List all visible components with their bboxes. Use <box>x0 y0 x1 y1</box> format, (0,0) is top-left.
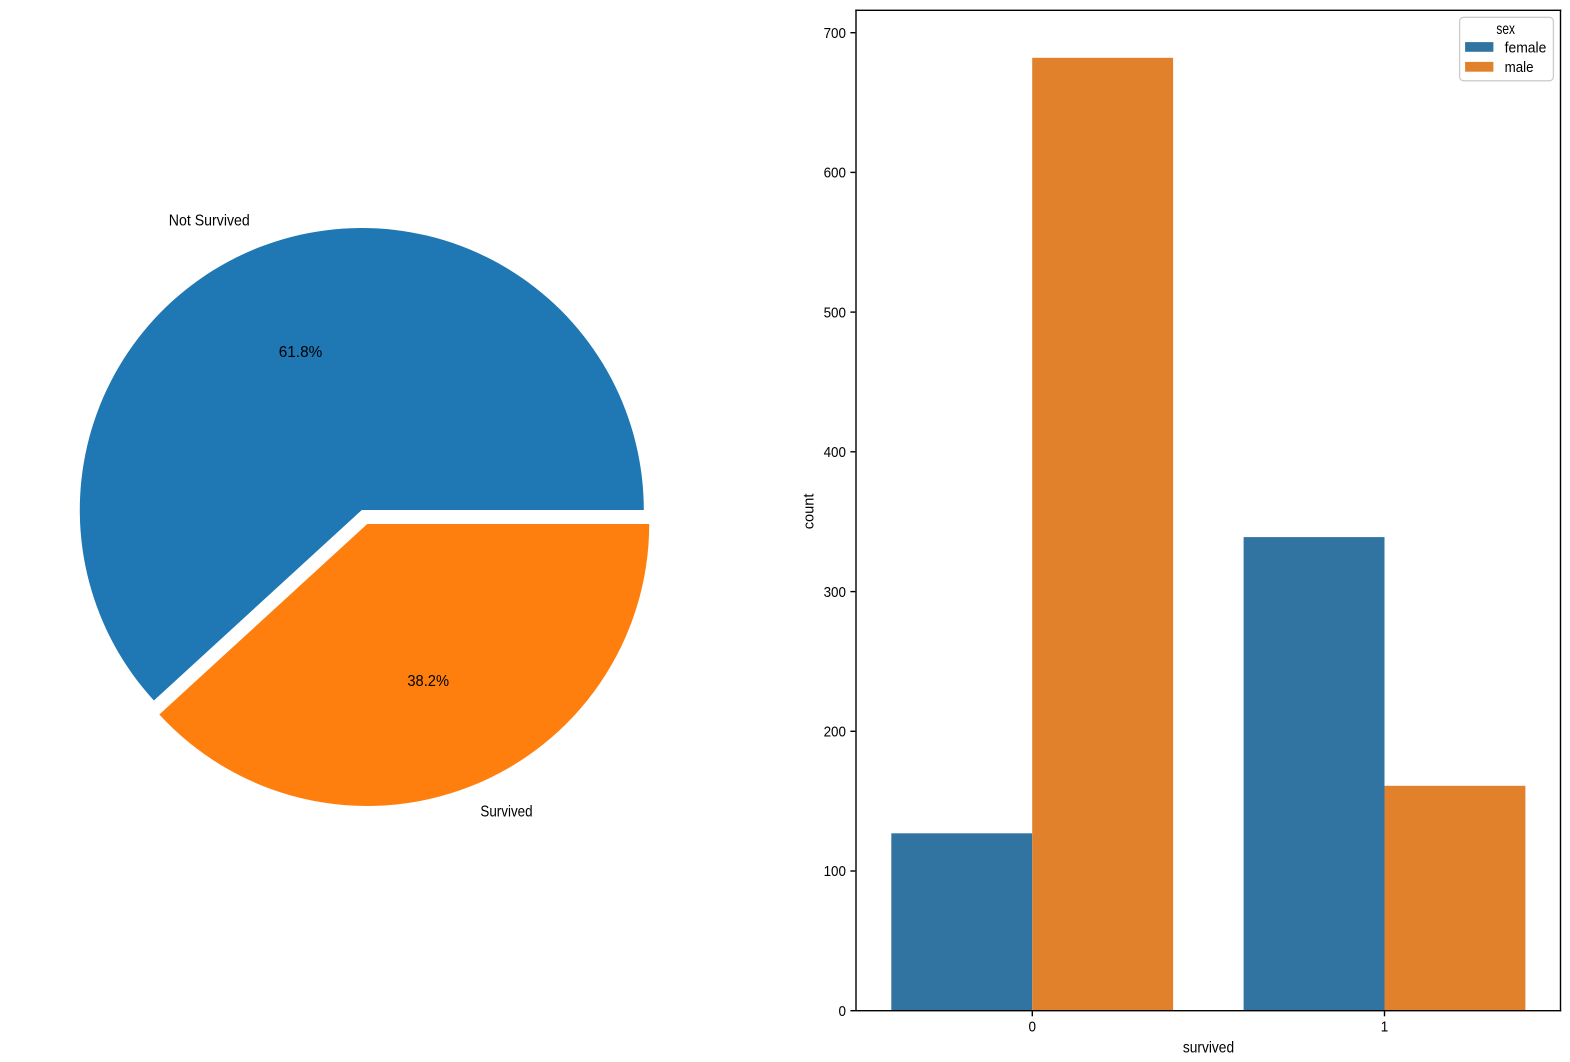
svg-text:100: 100 <box>824 863 846 880</box>
svg-text:61.8%: 61.8% <box>279 344 323 361</box>
svg-text:count: count <box>801 493 818 530</box>
svg-text:Survived: Survived <box>480 804 532 821</box>
svg-text:38.2%: 38.2% <box>407 673 449 690</box>
svg-text:500: 500 <box>824 304 846 321</box>
svg-text:300: 300 <box>824 584 846 601</box>
svg-text:1: 1 <box>1381 1018 1389 1035</box>
svg-text:female: female <box>1505 39 1547 56</box>
svg-text:700: 700 <box>824 25 846 42</box>
svg-text:male: male <box>1505 59 1534 76</box>
svg-text:400: 400 <box>824 444 846 461</box>
svg-text:600: 600 <box>824 165 846 182</box>
svg-text:0: 0 <box>839 1003 847 1020</box>
svg-text:sex: sex <box>1496 21 1515 38</box>
svg-text:200: 200 <box>824 724 846 741</box>
svg-text:Not Survived: Not Survived <box>169 213 250 230</box>
svg-text:0: 0 <box>1029 1018 1037 1035</box>
svg-text:survived: survived <box>1183 1039 1234 1056</box>
